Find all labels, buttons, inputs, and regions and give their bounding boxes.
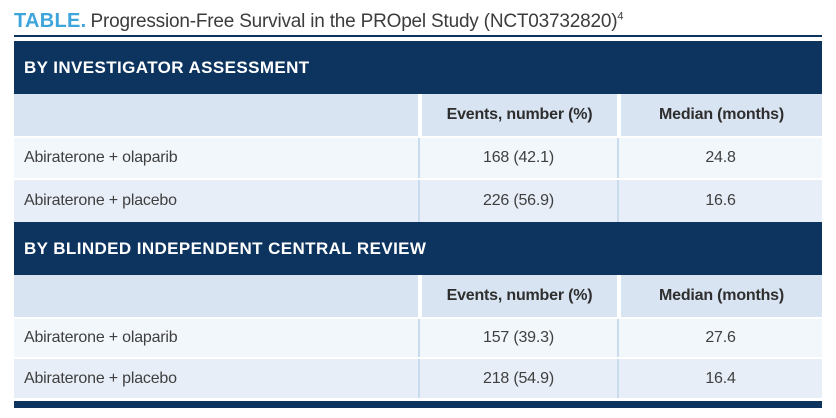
table-row: Abiraterone + placebo 226 (56.9) 16.6 [14,180,822,222]
row-label-cell: Abiraterone + olaparib [24,149,178,166]
table-label: TABLE. [14,10,87,32]
pfs-table: BY INVESTIGATOR ASSESSMENT Events, numbe… [14,41,822,408]
page: TABLE. Progression-Free Survival in the P… [14,0,822,408]
table-row: Abiraterone + olaparib 157 (39.3) 27.6 [14,319,822,359]
table-row: Abiraterone + placebo 218 (54.9) 16.4 [14,359,822,398]
median-cell: 16.6 [617,180,822,222]
section-header-investigator: BY INVESTIGATOR ASSESSMENT [14,41,822,94]
median-cell: 16.4 [617,359,822,398]
section-header-central-review: BY BLINDED INDEPENDENT CENTRAL REVIEW [14,222,822,275]
row-label-column-header [14,275,418,317]
column-header-row: Events, number (%) Median (months) [14,94,822,138]
table-row: Abiraterone + olaparib 168 (42.1) 24.8 [14,138,822,180]
row-label-cell: Abiraterone + placebo [24,369,177,387]
events-column-header: Events, number (%) [418,275,617,317]
table-title: TABLE. Progression-Free Survival in the P… [14,0,822,35]
median-column-header: Median (months) [617,94,822,136]
events-cell: 226 (56.9) [418,180,617,222]
column-header-row: Events, number (%) Median (months) [14,275,822,319]
reference-superscript: 4 [617,10,624,23]
median-cell: 27.6 [617,319,822,357]
row-label-cell: Abiraterone + placebo [24,192,177,209]
events-cell: 218 (54.9) [418,359,617,398]
row-label-cell: Abiraterone + olaparib [24,329,178,346]
section-header-label: BY BLINDED INDEPENDENT CENTRAL REVIEW [24,238,427,258]
row-label-column-header [14,94,418,136]
section-header-label: BY INVESTIGATOR ASSESSMENT [24,57,310,77]
events-column-header: Events, number (%) [418,94,617,136]
title-rule [14,35,822,37]
table-title-text: Progression-Free Survival in the PROpel … [90,11,618,32]
bottom-accent-bar [14,401,822,408]
events-cell: 157 (39.3) [418,319,617,357]
median-cell: 24.8 [617,138,822,178]
events-cell: 168 (42.1) [418,138,617,178]
median-column-header: Median (months) [617,275,822,317]
